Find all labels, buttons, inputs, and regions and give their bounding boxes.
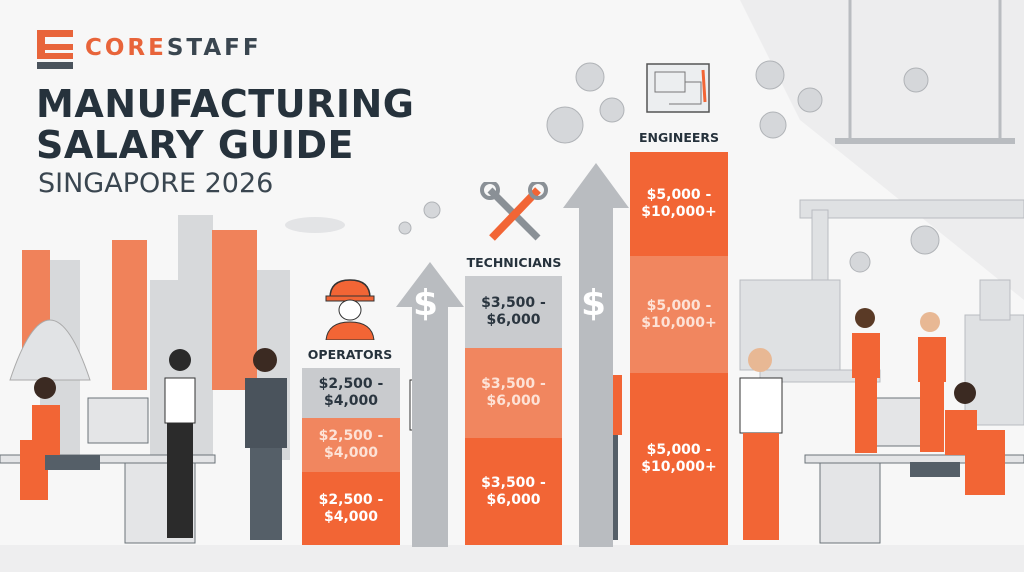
coin-icons [398,60,940,273]
crossed-wrenches-icon [480,182,548,241]
hard-hat-worker-icon [325,279,375,340]
salary-range: $3,500 - $6,000 [465,276,562,348]
growth-arrow-icon [563,163,629,547]
salary-bar-engineers: $5,000 - $10,000+ $5,000 - $10,000+ $5,0… [630,152,728,545]
salary-range: $3,500 - $6,000 [465,438,562,545]
dollar-sign: $ [581,283,607,324]
salary-range: $3,500 - $6,000 [465,348,562,438]
blueprint-icon [646,63,710,113]
page-subtitle: SINGAPORE 2026 [38,168,274,199]
corestaff-logo-icon [37,30,73,69]
salary-range: $2,500 - $4,000 [302,418,400,472]
salary-bar-technicians: $3,500 - $6,000 $3,500 - $6,000 $3,500 -… [465,276,562,545]
salary-range: $5,000 - $10,000+ [630,152,728,256]
salary-range: $5,000 - $10,000+ [630,373,728,545]
brand-name: CORESTAFF [85,35,262,61]
salary-range: $2,500 - $4,000 [302,368,400,418]
role-label-operators: OPERATORS [307,347,393,362]
salary-range: $2,500 - $4,000 [302,472,400,545]
salary-range: $5,000 - $10,000+ [630,256,728,373]
salary-bar-operators: $2,500 - $4,000 $2,500 - $4,000 $2,500 -… [302,368,400,545]
growth-arrow-icon [396,262,464,547]
role-label-technicians: TECHNICIANS [466,255,562,270]
role-label-engineers: ENGINEERS [638,130,720,145]
page-title: MANUFACTURING SALARY GUIDE [36,82,415,167]
dollar-sign: $ [413,283,439,324]
